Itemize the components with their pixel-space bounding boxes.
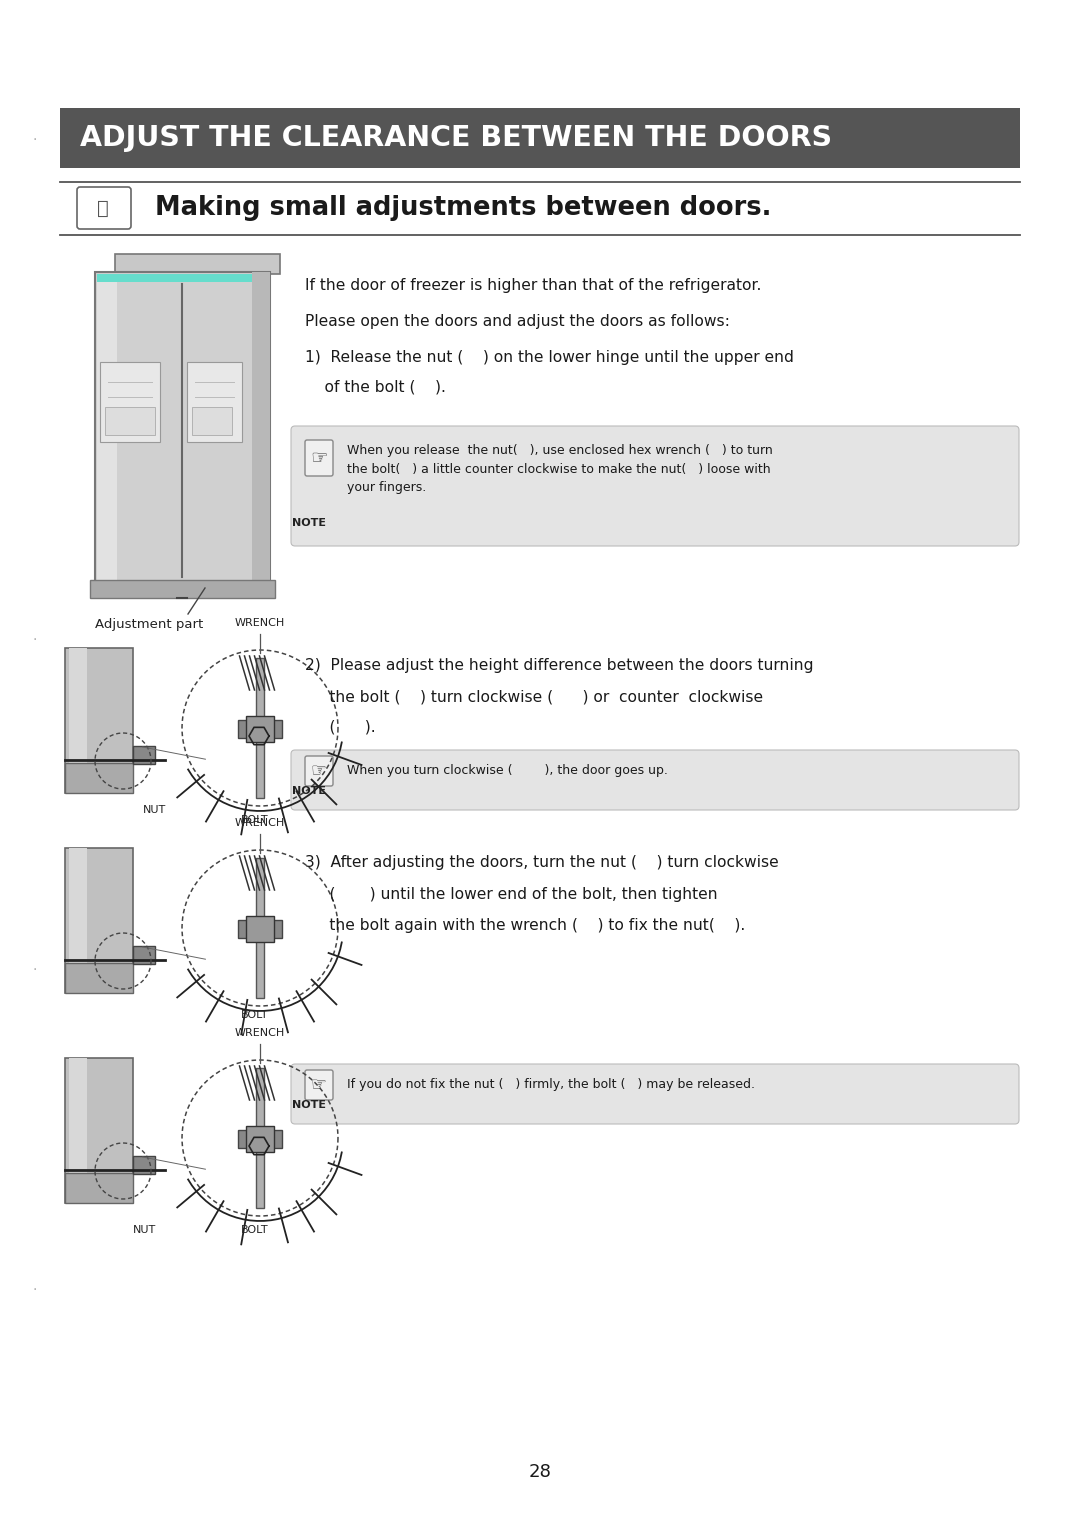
Bar — [246, 717, 274, 743]
FancyBboxPatch shape — [305, 756, 333, 785]
FancyBboxPatch shape — [291, 426, 1020, 545]
Text: ·: · — [32, 633, 37, 646]
Bar — [114, 254, 280, 274]
FancyBboxPatch shape — [291, 750, 1020, 810]
Bar — [238, 1131, 282, 1148]
Bar — [69, 648, 87, 793]
Text: Please open the doors and adjust the doors as follows:: Please open the doors and adjust the doo… — [305, 313, 730, 329]
Bar — [69, 1057, 87, 1203]
Bar — [65, 963, 133, 993]
Text: (      ).: ( ). — [305, 720, 376, 735]
Bar — [187, 362, 242, 442]
Bar — [65, 848, 133, 993]
Bar — [252, 272, 270, 582]
FancyBboxPatch shape — [291, 1063, 1020, 1125]
Bar — [133, 746, 156, 764]
Text: NUT: NUT — [144, 805, 166, 814]
Text: the bolt (    ) turn clockwise (      ) or  counter  clockwise: the bolt ( ) turn clockwise ( ) or count… — [305, 691, 764, 704]
Text: WRENCH: WRENCH — [234, 617, 285, 628]
Bar — [238, 920, 282, 938]
Bar — [95, 272, 270, 582]
Bar — [192, 406, 232, 435]
Text: Adjustment part: Adjustment part — [95, 617, 203, 631]
Text: NOTE: NOTE — [292, 518, 326, 529]
Text: If you do not fix the nut (   ) firmly, the bolt (   ) may be released.: If you do not fix the nut ( ) firmly, th… — [347, 1077, 755, 1091]
FancyBboxPatch shape — [305, 1070, 333, 1100]
Text: NOTE: NOTE — [292, 785, 326, 796]
Bar — [246, 915, 274, 941]
Text: BOLT: BOLT — [241, 1225, 269, 1235]
Bar — [65, 762, 133, 793]
Text: When you turn clockwise (        ), the door goes up.: When you turn clockwise ( ), the door go… — [347, 764, 667, 778]
Text: the bolt again with the wrench (    ) to fix the nut(    ).: the bolt again with the wrench ( ) to fi… — [305, 918, 745, 934]
Text: 2)  Please adjust the height difference between the doors turning: 2) Please adjust the height difference b… — [305, 659, 813, 672]
Text: ☞: ☞ — [310, 449, 327, 468]
Bar — [105, 406, 156, 435]
Bar — [256, 659, 264, 798]
Bar — [65, 648, 133, 793]
Text: BOLT: BOLT — [241, 814, 269, 825]
Bar — [100, 362, 160, 442]
Text: 3)  After adjusting the doors, turn the nut (    ) turn clockwise: 3) After adjusting the doors, turn the n… — [305, 856, 779, 869]
Bar — [238, 720, 282, 738]
Bar — [133, 1157, 156, 1174]
Text: ·: · — [32, 133, 37, 147]
Text: BOLT: BOLT — [241, 1010, 269, 1021]
Bar — [69, 848, 87, 993]
Text: of the bolt (    ).: of the bolt ( ). — [305, 380, 446, 396]
Bar — [256, 859, 264, 998]
Bar — [90, 581, 275, 597]
Text: WRENCH: WRENCH — [234, 817, 285, 828]
Text: ☞: ☞ — [311, 761, 327, 779]
Text: If the door of freezer is higher than that of the refrigerator.: If the door of freezer is higher than th… — [305, 278, 761, 293]
Text: NOTE: NOTE — [292, 1100, 326, 1109]
Text: ADJUST THE CLEARANCE BETWEEN THE DOORS: ADJUST THE CLEARANCE BETWEEN THE DOORS — [80, 124, 832, 151]
Text: NUT: NUT — [133, 1225, 157, 1235]
Text: WRENCH: WRENCH — [234, 1028, 285, 1038]
Text: When you release  the nut(   ), use enclosed hex wrench (   ) to turn
the bolt( : When you release the nut( ), use enclose… — [347, 445, 773, 494]
Bar — [65, 1057, 133, 1203]
Text: ·: · — [32, 963, 37, 976]
Bar — [97, 274, 117, 581]
Bar — [65, 1174, 133, 1203]
FancyBboxPatch shape — [77, 186, 131, 229]
Text: 28: 28 — [528, 1462, 552, 1481]
Text: ·: · — [32, 1284, 37, 1297]
Text: 1)  Release the nut (    ) on the lower hinge until the upper end: 1) Release the nut ( ) on the lower hing… — [305, 350, 794, 365]
Text: ✋: ✋ — [97, 199, 109, 217]
FancyBboxPatch shape — [305, 440, 333, 477]
Text: (       ) until the lower end of the bolt, then tighten: ( ) until the lower end of the bolt, the… — [305, 886, 717, 902]
Bar — [133, 946, 156, 964]
Text: Making small adjustments between doors.: Making small adjustments between doors. — [156, 196, 771, 222]
Bar — [256, 1068, 264, 1209]
Bar — [246, 1126, 274, 1152]
Bar — [97, 274, 252, 283]
Text: ☞: ☞ — [311, 1076, 327, 1093]
Bar — [60, 108, 1020, 168]
